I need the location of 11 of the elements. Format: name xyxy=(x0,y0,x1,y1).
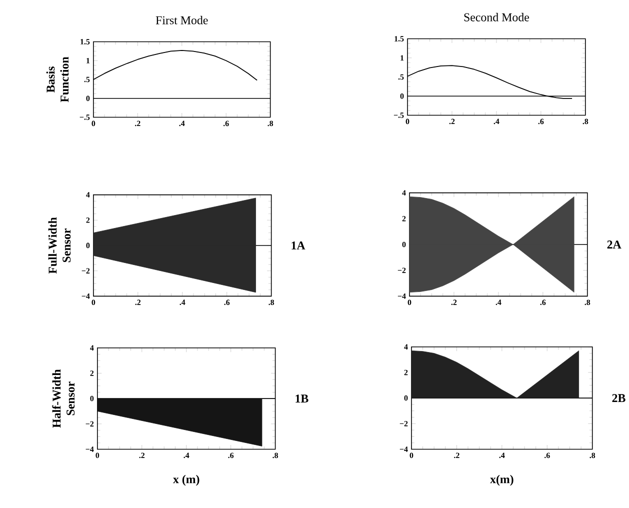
chart-title: First Mode xyxy=(156,16,208,24)
x-axis-title: x(m) xyxy=(490,474,514,486)
y-axis-title: Half-Width Sensor xyxy=(52,369,75,428)
chart-title: Second Mode xyxy=(464,13,529,22)
x-axis-title: x (m) xyxy=(172,474,200,486)
text: 1A xyxy=(292,242,306,250)
text: 2A xyxy=(607,240,622,249)
text: 2B xyxy=(612,394,626,402)
y-axis-title: Basis Function xyxy=(46,56,69,102)
y-axis-title: Full-Width Sensor xyxy=(48,217,71,274)
text: 1B xyxy=(296,394,308,403)
